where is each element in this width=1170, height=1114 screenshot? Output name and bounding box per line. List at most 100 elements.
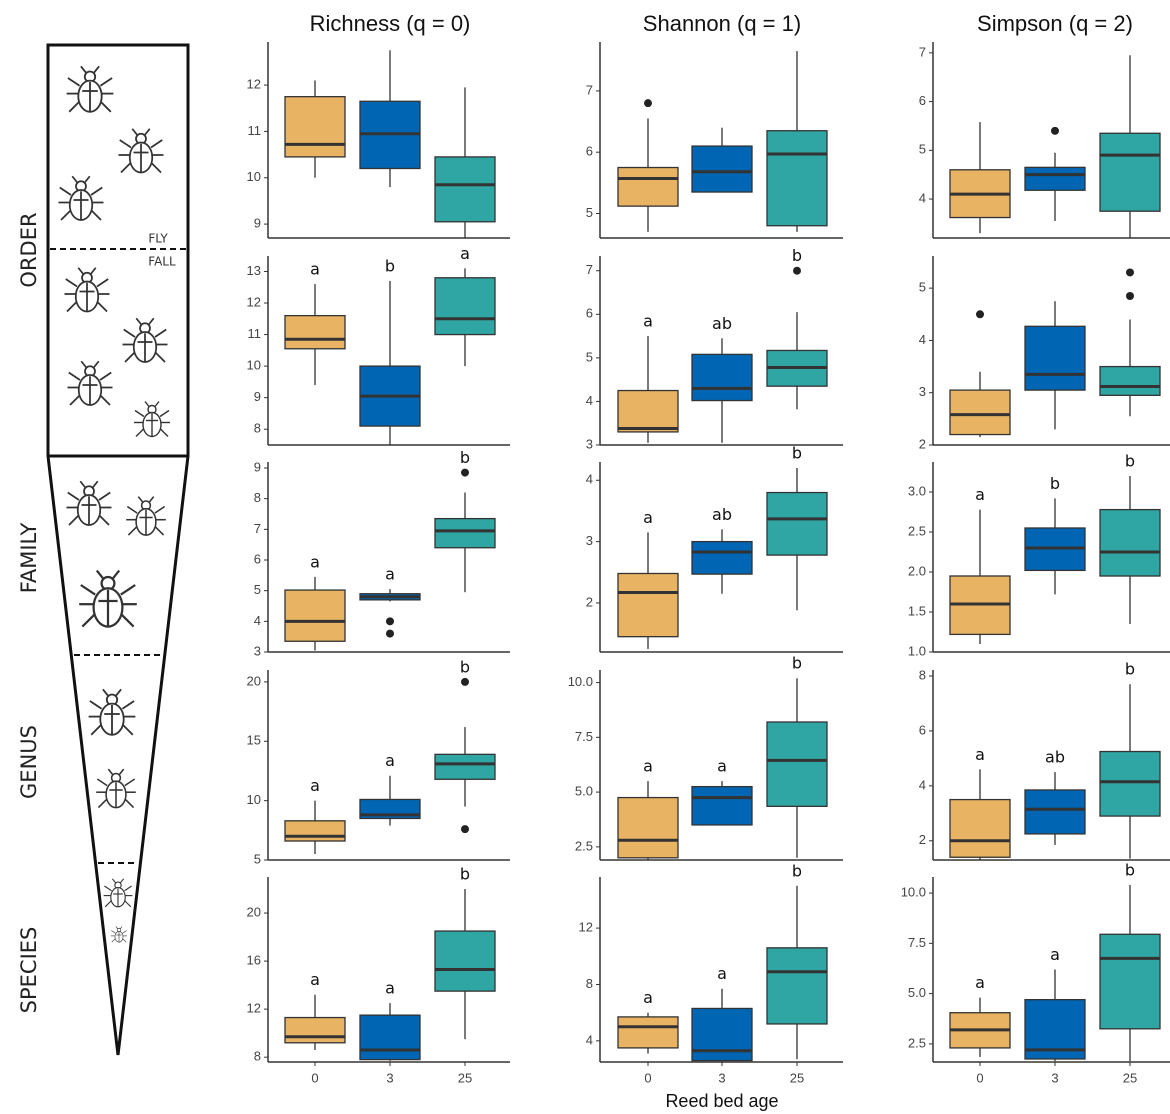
y-tick-label: 5 [586,205,593,220]
box [618,1017,678,1048]
insect-icon [68,361,113,405]
y-tick-label: 1.5 [908,603,926,618]
y-tick-label: 5 [919,142,926,157]
box [618,168,678,207]
box [767,948,827,1024]
box [435,754,495,779]
y-tick-label: 7.5 [908,935,926,950]
x-tick-label: 3 [1051,1070,1058,1085]
y-tick-label: 3.0 [908,483,926,498]
box [1025,790,1085,834]
y-tick-label: 10.0 [901,884,926,899]
box [692,354,752,400]
y-tick-label: 2.5 [908,523,926,538]
y-tick-label: 2.0 [908,563,926,578]
outlier [461,678,469,686]
box [285,590,345,641]
significance-letter: ab [712,505,732,524]
annotation: FLY [148,232,168,246]
box [1100,510,1160,576]
box [1025,167,1085,190]
y-tick-label: 1.0 [908,643,926,658]
y-tick-label: 6 [254,551,261,566]
box [692,146,752,192]
y-tick-label: 10 [247,169,261,184]
annotation: FALL [148,255,176,269]
insect-icon [67,66,114,112]
significance-letter: b [792,444,802,463]
outlier [793,267,801,275]
y-tick-label: 2 [919,832,926,847]
y-tick-label: 2 [919,436,926,451]
row-label: GENUS [17,725,41,799]
significance-letter: b [460,865,470,884]
significance-letter: a [975,485,985,504]
y-tick-label: 7 [919,44,926,59]
box [1100,133,1160,211]
significance-letter: a [385,979,395,998]
insect-icon [119,129,164,173]
y-tick-label: 20 [247,904,261,919]
outlier [461,469,469,477]
box [435,278,495,335]
y-tick-label: 8 [586,976,593,991]
box [767,131,827,226]
insect-icon [65,268,110,312]
y-tick-label: 7 [586,262,593,277]
y-tick-label: 3 [919,384,926,399]
y-tick-label: 5 [586,349,593,364]
insect-icon [134,402,170,437]
x-axis-title: Reed bed age [665,1091,778,1111]
y-tick-label: 2 [586,594,593,609]
outlier [461,825,469,833]
y-tick-label: 12 [247,294,261,309]
y-tick-label: 12 [247,77,261,92]
significance-letter: a [975,973,985,992]
significance-letter: ab [712,314,732,333]
box [435,519,495,548]
taxonomy-funnel: FLY FALL [48,45,188,1055]
y-tick-label: 6 [586,306,593,321]
box [950,390,1010,434]
significance-letter: b [1125,861,1135,880]
significance-letter: b [385,256,395,275]
row-label: FAMILY [17,523,41,594]
y-tick-label: 4 [586,472,593,487]
insect-icon [111,926,127,942]
y-tick-label: 13 [247,263,261,278]
y-tick-label: 10 [247,358,261,373]
y-tick-label: 8 [254,490,261,505]
y-tick-label: 6 [919,93,926,108]
insect-icon [104,879,133,907]
significance-letter: b [792,654,802,673]
box [618,391,678,432]
y-tick-label: 15 [247,733,261,748]
y-tick-label: 8 [919,667,926,682]
x-tick-label: 3 [718,1070,725,1085]
y-tick-label: 8 [254,421,261,436]
significance-letter: a [643,508,653,527]
insect-icon [126,497,166,535]
y-tick-label: 7.5 [575,729,593,744]
box [285,821,345,841]
y-tick-label: 7 [254,521,261,536]
x-tick-label: 0 [976,1070,983,1085]
box [767,493,827,556]
y-tick-label: 5 [919,280,926,295]
y-tick-label: 9 [254,459,261,474]
outlier [1051,127,1059,135]
significance-letter: a [1050,945,1060,964]
y-tick-label: 7 [586,82,593,97]
y-tick-label: 12 [579,920,593,935]
significance-letter: a [975,745,985,764]
significance-letter: b [1125,660,1135,679]
y-tick-label: 5 [254,851,261,866]
y-tick-label: 16 [247,953,261,968]
significance-letter: a [460,244,470,263]
figure: FLY FALL ORDER FAMILY GENUS SPECIES 9101… [0,0,1170,1114]
outlier [976,310,984,318]
significance-letter: ab [1045,748,1065,767]
box [767,722,827,806]
row-label: ORDER [17,212,41,287]
box [692,542,752,575]
